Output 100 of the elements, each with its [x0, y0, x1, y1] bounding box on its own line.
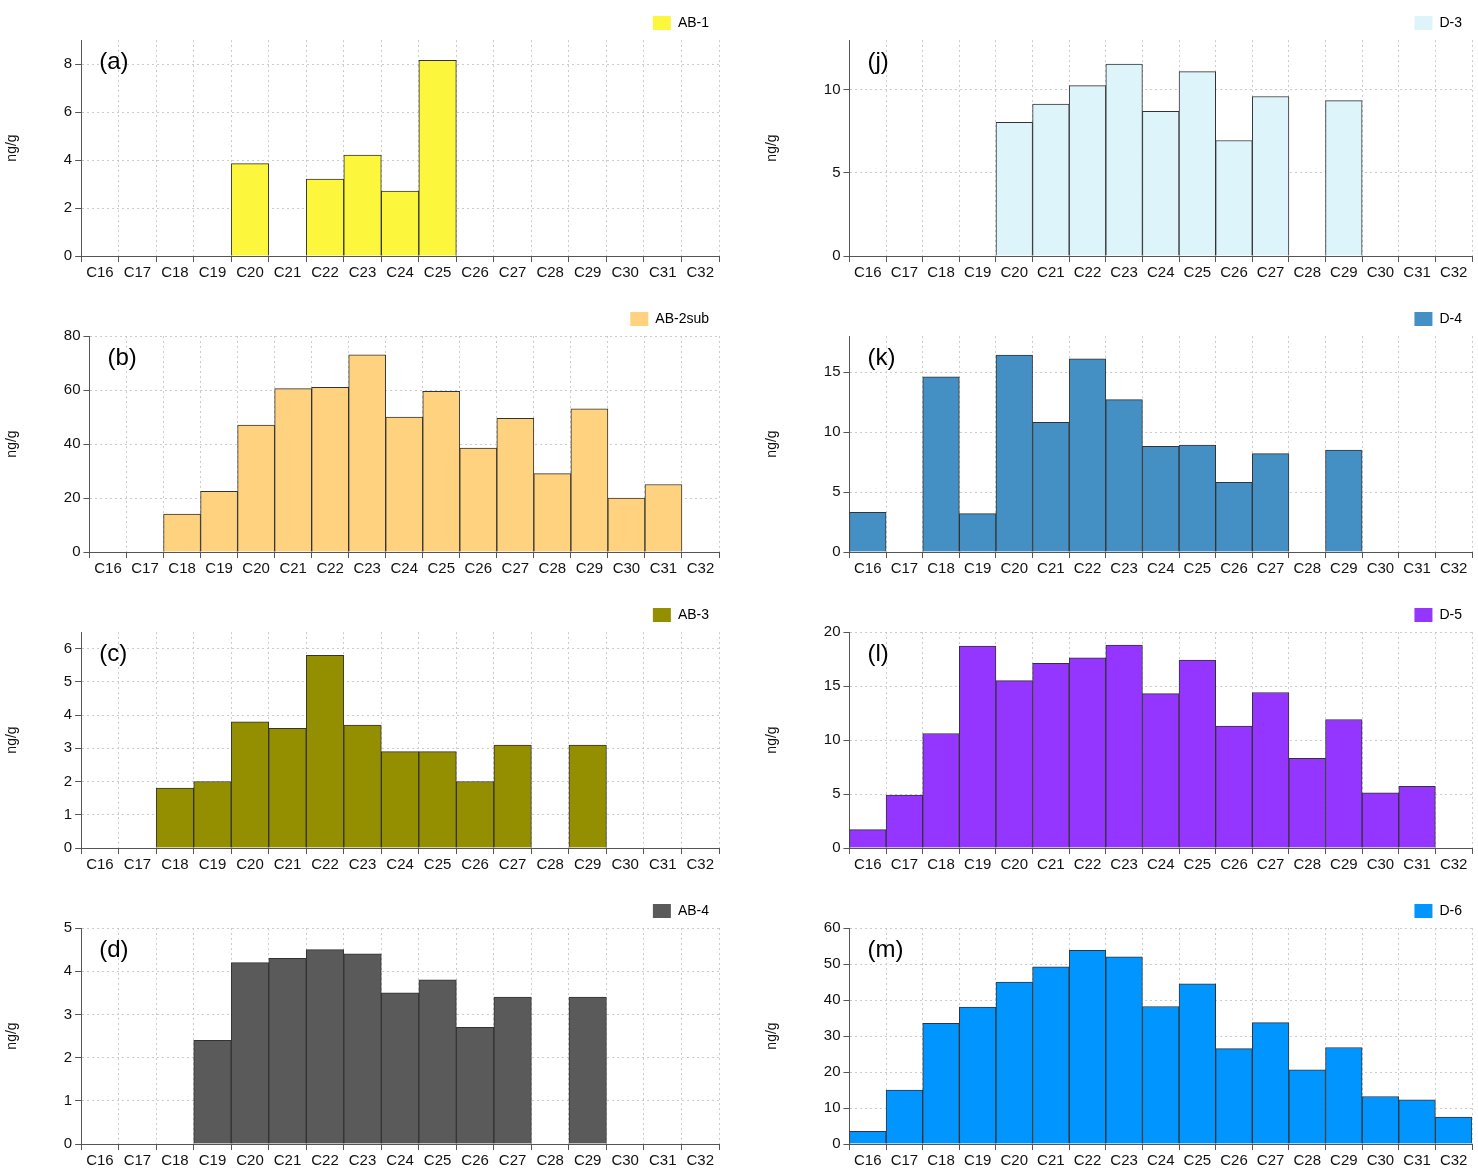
- x-tick-label: C16: [854, 855, 882, 873]
- y-tick-label: 3: [63, 738, 73, 756]
- x-tick-label: C28: [536, 1151, 564, 1169]
- x-tick-label: C20: [236, 855, 264, 873]
- x-tick-label: C17: [123, 263, 152, 281]
- y-tick-label: 0: [832, 542, 841, 560]
- annotation: (k): [867, 342, 896, 370]
- y-tick-label: 60: [823, 918, 841, 936]
- y-tick-label: 0: [63, 246, 73, 264]
- y-tick-label: 2: [63, 771, 73, 789]
- x-tick-label: C22: [311, 1151, 339, 1169]
- x-tick-label: C18: [927, 1151, 955, 1169]
- x-tick-label: C24: [1146, 855, 1175, 873]
- x-tick-label: C26: [1220, 263, 1248, 281]
- y-tick-label: 6: [63, 638, 73, 656]
- x-tick-label: C31: [1403, 263, 1431, 281]
- x-tick-label: C22: [1073, 263, 1102, 281]
- x-tick-label: C17: [890, 263, 919, 281]
- x-tick-label: C18: [927, 855, 955, 873]
- legend-label: AB-4: [677, 901, 710, 918]
- x-tick-label: C26: [461, 263, 489, 281]
- x-tick-label: C32: [1439, 855, 1468, 873]
- y-tick-label: 0: [832, 246, 841, 264]
- y-tick-label: 0: [832, 838, 841, 856]
- x-tick-label: C17: [890, 1151, 919, 1169]
- x-tick-label: C29: [1330, 855, 1358, 873]
- y-tick-label: 2: [63, 1047, 73, 1065]
- x-tick-label: C27: [1256, 559, 1285, 577]
- x-tick-label: C21: [1037, 263, 1065, 281]
- x-tick-label: C28: [1293, 559, 1321, 577]
- annotation: (m): [867, 934, 904, 962]
- x-tick-label: C32: [686, 559, 715, 577]
- x-tick-label: C18: [168, 559, 196, 577]
- y-tick-label: 10: [823, 730, 841, 748]
- x-tick-label: C27: [498, 1151, 527, 1169]
- x-tick-label: C24: [390, 559, 419, 577]
- y-tick-label: 4: [63, 705, 73, 723]
- x-tick-label: C23: [348, 855, 377, 873]
- x-tick-label: C23: [1110, 559, 1138, 577]
- x-tick-label: C21: [1037, 855, 1065, 873]
- annotation: (c): [99, 638, 128, 666]
- y-tick-label: 0: [832, 1134, 841, 1152]
- x-tick-label: C31: [1403, 855, 1431, 873]
- x-tick-label: C27: [501, 559, 530, 577]
- x-tick-label: C23: [1110, 263, 1138, 281]
- x-tick-label: C27: [1256, 1151, 1285, 1169]
- x-tick-label: C19: [963, 855, 992, 873]
- x-tick-label: C31: [648, 855, 677, 873]
- x-tick-label: C21: [273, 855, 302, 873]
- x-tick-label: C23: [348, 1151, 377, 1169]
- x-tick-label: C19: [963, 1151, 992, 1169]
- y-axis-title: ng/g: [763, 726, 780, 754]
- x-tick-label: C32: [1439, 1151, 1468, 1169]
- y-tick-label: 40: [63, 434, 81, 452]
- x-tick-label: C24: [386, 1151, 414, 1169]
- x-tick-label: C23: [348, 263, 377, 281]
- y-tick-label: 50: [823, 954, 841, 972]
- x-tick-label: C25: [423, 1151, 452, 1169]
- y-axis-title: ng/g: [3, 430, 20, 458]
- y-axis-title: ng/g: [3, 1022, 20, 1050]
- y-tick-label: 10: [823, 422, 841, 440]
- x-tick-label: C17: [890, 855, 919, 873]
- x-tick-label: C23: [1110, 855, 1138, 873]
- legend-label: D-5: [1439, 605, 1463, 622]
- x-tick-label: C26: [464, 559, 493, 577]
- y-tick-label: 10: [823, 79, 841, 97]
- x-tick-label: C29: [1330, 263, 1358, 281]
- x-tick-label: C31: [1403, 559, 1431, 577]
- x-tick-label: C32: [686, 855, 715, 873]
- x-tick-label: C20: [1000, 263, 1029, 281]
- x-tick-label: C24: [386, 855, 414, 873]
- x-tick-label: C30: [611, 1151, 639, 1169]
- y-tick-label: 5: [63, 671, 73, 689]
- legend-label: AB-2sub: [655, 309, 710, 326]
- y-tick-label: 5: [63, 918, 73, 936]
- x-tick-label: C26: [1220, 559, 1248, 577]
- x-tick-label: C27: [1256, 263, 1285, 281]
- x-tick-label: C20: [1000, 1151, 1029, 1169]
- x-tick-label: C32: [1439, 263, 1468, 281]
- x-tick-label: C28: [538, 559, 567, 577]
- y-tick-label: 3: [63, 1004, 73, 1022]
- x-tick-label: C29: [573, 855, 602, 873]
- annotation: (a): [99, 46, 129, 74]
- y-tick-label: 15: [823, 362, 841, 380]
- y-axis-title: ng/g: [3, 134, 20, 162]
- x-tick-label: C21: [273, 263, 302, 281]
- legend-label: AB-1: [677, 13, 710, 30]
- x-tick-label: C32: [1439, 559, 1468, 577]
- x-tick-label: C28: [536, 855, 564, 873]
- x-tick-label: C16: [854, 1151, 882, 1169]
- x-tick-label: C28: [536, 263, 564, 281]
- x-tick-label: C19: [198, 855, 227, 873]
- x-tick-label: C23: [1110, 1151, 1138, 1169]
- x-tick-label: C29: [575, 559, 604, 577]
- x-tick-label: C22: [1073, 1151, 1102, 1169]
- x-tick-label: C32: [686, 263, 715, 281]
- x-tick-label: C19: [198, 1151, 227, 1169]
- x-tick-label: C31: [648, 1151, 677, 1169]
- x-tick-label: C22: [1073, 855, 1102, 873]
- x-tick-label: C16: [86, 1151, 114, 1169]
